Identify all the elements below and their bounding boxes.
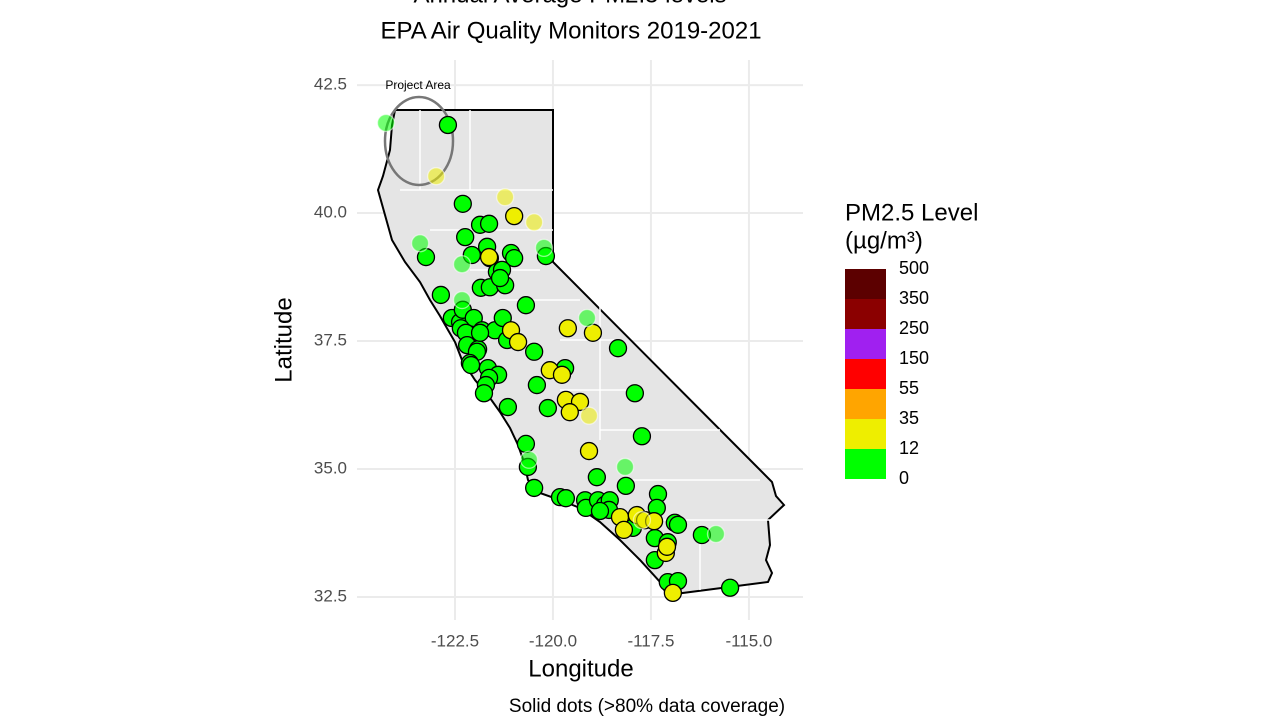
y-tick-label: 37.5 <box>314 331 347 350</box>
monitor-point <box>376 113 396 133</box>
monitor-point <box>495 188 515 207</box>
monitor-point <box>524 342 544 361</box>
monitor-point <box>663 583 683 603</box>
x-tick-label: -122.5 <box>431 631 479 650</box>
monitor-point <box>558 319 578 338</box>
monitor-point <box>524 213 544 232</box>
x-axis-label: Longitude <box>528 655 633 682</box>
y-tick-label: 42.5 <box>314 75 347 94</box>
monitor-point <box>490 268 510 288</box>
legend: PM2.5 Level(µg/m³) 0 12 35 55 150 250 350 500 <box>845 199 978 488</box>
monitor-point <box>608 339 628 358</box>
monitor-point <box>461 355 481 375</box>
monitor-point <box>668 515 688 534</box>
monitor-point <box>657 537 677 556</box>
monitor-point <box>479 247 499 267</box>
monitor-point <box>452 255 472 274</box>
x-tick-label: -120.0 <box>529 631 577 650</box>
x-tick-label: -117.5 <box>627 631 674 650</box>
monitor-point <box>706 524 726 544</box>
y-tick-label: 32.5 <box>314 586 347 605</box>
legend-swatch <box>845 329 886 359</box>
legend-swatch <box>845 389 886 419</box>
monitor-point <box>438 115 458 135</box>
monitor-point <box>579 441 599 461</box>
monitor-point <box>616 476 636 496</box>
monitor-point <box>534 238 554 258</box>
monitor-point <box>577 308 597 328</box>
monitor-point <box>474 384 494 403</box>
legend-label: 0 <box>899 468 909 488</box>
monitor-point <box>470 323 490 342</box>
monitor-point <box>615 457 635 477</box>
legend-swatch <box>845 299 886 329</box>
chart-title: Annual Average PM2.5 levels <box>413 0 726 8</box>
legend-title: (µg/m³) <box>845 227 923 254</box>
monitor-point <box>614 520 634 540</box>
legend-swatch <box>845 449 886 479</box>
monitor-point <box>431 285 451 305</box>
monitor-point <box>410 234 430 253</box>
legend-label: 350 <box>899 288 929 308</box>
monitor-point <box>720 578 740 597</box>
project-area-ellipse <box>383 95 455 187</box>
caption: Solid dots (>80% data coverage) <box>509 696 785 717</box>
monitor-point <box>552 365 572 384</box>
legend-swatch <box>845 269 886 299</box>
y-axis-label: Latitude <box>270 297 297 382</box>
points <box>376 113 740 603</box>
legend-label: 500 <box>899 258 929 278</box>
monitor-point <box>479 214 499 233</box>
monitor-point <box>498 397 518 417</box>
monitor-point <box>538 398 558 418</box>
monitor-point <box>453 194 472 213</box>
monitor-point <box>519 450 539 469</box>
chart-subtitle: EPA Air Quality Monitors 2019-2021 <box>380 17 761 44</box>
legend-label: 150 <box>899 348 929 368</box>
monitor-point <box>587 468 607 487</box>
legend-swatch <box>845 419 886 449</box>
monitor-point <box>505 248 524 268</box>
monitor-point <box>452 290 472 310</box>
legend-label: 12 <box>899 438 919 458</box>
legend-label: 250 <box>899 318 929 338</box>
monitor-point <box>516 296 536 315</box>
legend-label: 55 <box>899 378 919 398</box>
monitor-point <box>632 427 652 446</box>
monitor-point <box>516 434 536 454</box>
y-tick-label: 40.0 <box>314 203 347 222</box>
monitor-point <box>560 403 579 422</box>
y-tick-label: 35.0 <box>314 458 347 477</box>
legend-label: 35 <box>899 408 919 428</box>
monitor-point <box>427 167 446 186</box>
monitor-point <box>505 206 524 226</box>
monitor-point <box>632 511 652 530</box>
x-tick-label: -115.0 <box>725 631 772 650</box>
monitor-point <box>456 227 475 247</box>
monitor-point <box>625 384 645 403</box>
monitor-point <box>556 489 576 508</box>
monitor-point <box>527 375 547 395</box>
monitor-point <box>508 332 528 352</box>
legend-title: PM2.5 Level <box>845 199 978 226</box>
legend-swatch <box>845 359 886 389</box>
monitor-point <box>590 501 610 521</box>
monitor-point <box>524 478 544 498</box>
monitor-point <box>579 406 599 425</box>
annotation: Project Area <box>385 78 451 92</box>
